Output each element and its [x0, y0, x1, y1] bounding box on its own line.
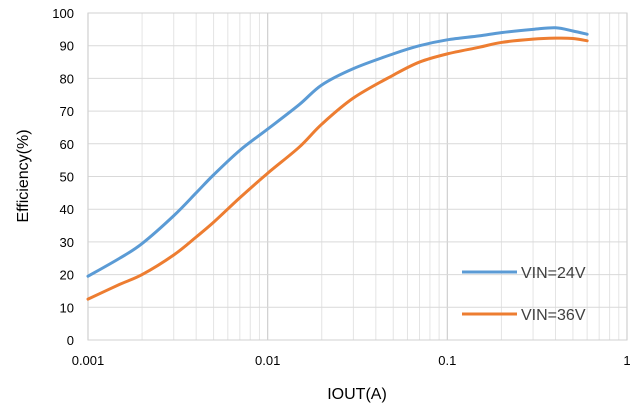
series-line-2	[86, 36, 589, 301]
y-tick-label: 90	[60, 39, 74, 54]
legend-label: VIN=24V	[521, 265, 586, 282]
x-tick-label: 1	[623, 353, 630, 368]
y-tick-label: 10	[60, 300, 74, 315]
plot-border	[87, 12, 628, 341]
legend-label: VIN=36V	[521, 307, 586, 324]
x-tick-label: 0.001	[72, 353, 105, 368]
y-tick-label: 100	[52, 6, 74, 21]
y-tick-label: 50	[60, 170, 74, 185]
y-tick-label: 0	[67, 333, 74, 348]
y-tick-label: 80	[60, 71, 74, 86]
y-tick-label: 60	[60, 137, 74, 152]
y-tick-labels: 0 10 20 30 40 50 60 70 80 90 100	[52, 6, 74, 348]
y-tick-label: 70	[60, 104, 74, 119]
series-line-1	[86, 26, 589, 278]
x-tick-label: 0.01	[255, 353, 280, 368]
x-axis-title: IOUT(A)	[327, 386, 387, 403]
x-tick-labels: 0.001 0.01 0.1 1	[72, 353, 631, 368]
x-tick-label: 0.1	[438, 353, 456, 368]
y-tick-label: 40	[60, 202, 74, 217]
y-axis-title: Efficiency(%)	[15, 129, 32, 222]
grid	[87, 12, 628, 341]
y-tick-label: 20	[60, 268, 74, 283]
y-tick-label: 30	[60, 235, 74, 250]
legend: VIN=24V VIN=36V	[462, 265, 586, 324]
series-lines	[86, 26, 589, 301]
